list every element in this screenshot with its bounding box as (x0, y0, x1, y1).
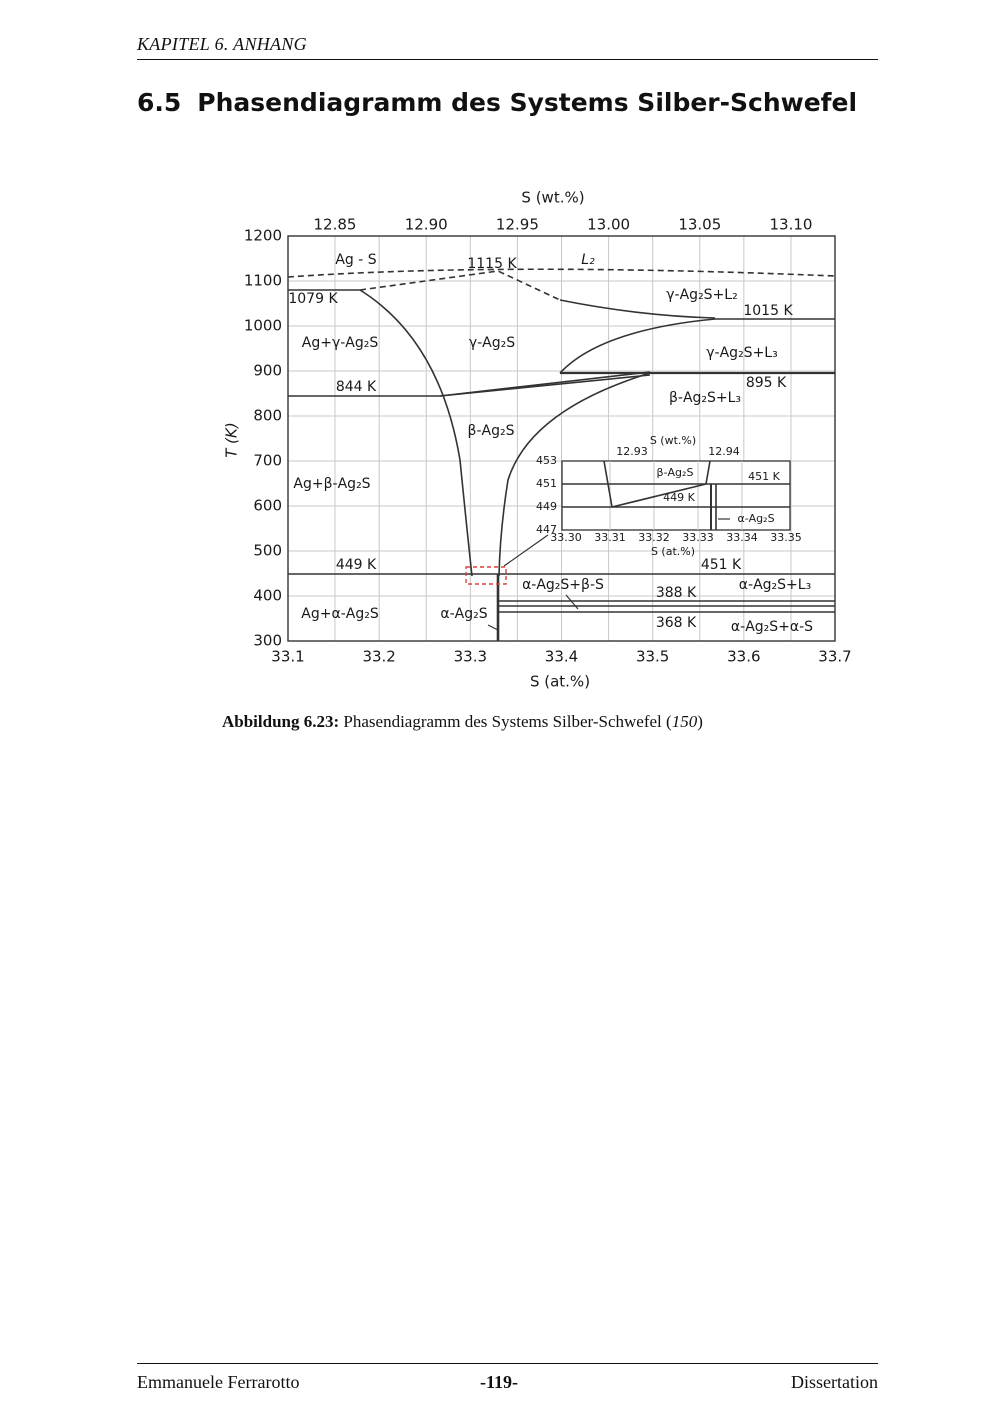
inset-y-tick-label: 453 (536, 454, 557, 467)
y-tick-label: 700 (253, 452, 282, 470)
inset-x-tick-label: 33.31 (594, 531, 626, 544)
region-label: 449 K (336, 557, 377, 573)
y-tick-label: 300 (253, 632, 282, 650)
footer-rule (137, 1363, 878, 1364)
region-label: β-Ag₂S (468, 423, 515, 439)
region-label: α-Ag₂S (440, 606, 487, 622)
top-tick-label: 13.05 (678, 216, 721, 234)
section-title: Phasendiagramm des Systems Silber-Schwef… (197, 88, 858, 117)
top-tick-label: 13.10 (770, 216, 813, 234)
x-axis-label: S (at.%) (530, 673, 590, 691)
inset-region-label: 451 K (748, 470, 780, 483)
x-tick-label: 33.6 (727, 648, 760, 666)
y-axis-label: T (K) (223, 422, 241, 457)
x-tick-label: 33.5 (636, 648, 669, 666)
inset-y-tick-label: 451 (536, 477, 557, 490)
top-axis-label: S (wt.%) (521, 189, 584, 207)
x-tick-label: 33.1 (271, 648, 304, 666)
inset-x-tick-label: 33.34 (726, 531, 758, 544)
x-tick-label: 33.4 (545, 648, 578, 666)
region-label: 1079 K (288, 291, 338, 307)
region-label: Ag+α-Ag₂S (301, 606, 379, 622)
y-tick-label: 800 (253, 407, 282, 425)
x-tick-label: 33.2 (362, 648, 395, 666)
zoom-box (465, 566, 507, 585)
plot-frame (287, 235, 836, 642)
inset-top-tick-label: 12.93 (616, 445, 648, 458)
footer-type: Dissertation (791, 1372, 878, 1392)
region-label: β-Ag₂S+L₃ (669, 390, 741, 406)
inset-x-tick-label: 33.35 (770, 531, 802, 544)
inset-x-axis-label: S (at.%) (651, 545, 695, 558)
inset-y-tick-label: 449 (536, 500, 557, 513)
inset-x-tick-label: 33.32 (638, 531, 670, 544)
region-label: 388 K (656, 585, 697, 601)
top-tick-label: 12.85 (314, 216, 357, 234)
region-label: 368 K (656, 615, 697, 631)
x-tick-label: 33.7 (818, 648, 851, 666)
y-tick-label: 900 (253, 362, 282, 380)
x-tick-label: 33.3 (454, 648, 487, 666)
caption-text: Phasendiagramm des Systems Silber-Schwef… (343, 712, 672, 731)
region-label: α-Ag₂S+L₃ (739, 577, 811, 593)
inset-region-label: β-Ag₂S (657, 466, 694, 479)
running-header: KAPITEL 6. ANHANG (137, 34, 307, 54)
inset-x-tick-label: 33.33 (682, 531, 714, 544)
region-label: γ-Ag₂S+L₃ (706, 345, 777, 361)
region-label: 1015 K (743, 303, 793, 319)
region-label: L₂ (581, 252, 595, 268)
footer-page: -119- (480, 1372, 518, 1392)
region-label: α-Ag₂S+β-S (522, 577, 604, 593)
region-label: 844 K (336, 379, 377, 395)
y-tick-label: 400 (253, 587, 282, 605)
inset-y-tick-label: 447 (536, 523, 557, 536)
inset-region-label: 449 K (663, 491, 695, 504)
region-label: 895 K (746, 375, 787, 391)
region-label: Ag - S (335, 252, 376, 268)
section-heading: 6.5 Phasendiagramm des Systems Silber-Sch… (137, 88, 873, 117)
phase-diagram: S (wt.%) T (K) S (at.%) 1200 1100 1000 900 8… (223, 189, 852, 691)
inset-region-label: α-Ag₂S (737, 512, 774, 525)
top-tick-label: 12.95 (496, 216, 539, 234)
region-label: α-Ag₂S+α-S (731, 619, 813, 635)
caption-ref: 150 (671, 712, 698, 731)
region-label: γ-Ag₂S (469, 335, 515, 351)
y-tick-label: 1100 (244, 272, 282, 290)
header-rule (137, 59, 878, 60)
region-label: Ag+γ-Ag₂S (302, 335, 379, 351)
phase-boundaries (287, 268, 836, 641)
region-label: 451 K (701, 557, 742, 573)
y-tick-label: 1000 (244, 317, 282, 335)
inset-top-axis-label: S (wt.%) (650, 434, 696, 447)
y-tick-label: 1200 (244, 227, 282, 245)
caption-label: Abbildung 6.23: (222, 712, 340, 731)
top-tick-label: 12.90 (405, 216, 448, 234)
section-number: 6.5 (137, 88, 182, 117)
y-tick-label: 600 (253, 497, 282, 515)
inset-top-tick-label: 12.94 (708, 445, 740, 458)
inset (561, 460, 791, 531)
region-label: Ag+β-Ag₂S (293, 476, 370, 492)
y-tick-label: 500 (253, 542, 282, 560)
figure-caption: Abbildung 6.23: Phasendiagramm des Syste… (222, 712, 703, 732)
region-label: γ-Ag₂S+L₂ (666, 287, 737, 303)
footer-author: Emmanuele Ferrarotto (137, 1372, 300, 1392)
inset-x-tick-label: 33.30 (550, 531, 582, 544)
region-label: 1115 K (467, 256, 517, 272)
caption-text-end: ) (697, 712, 703, 731)
top-tick-label: 13.00 (587, 216, 630, 234)
